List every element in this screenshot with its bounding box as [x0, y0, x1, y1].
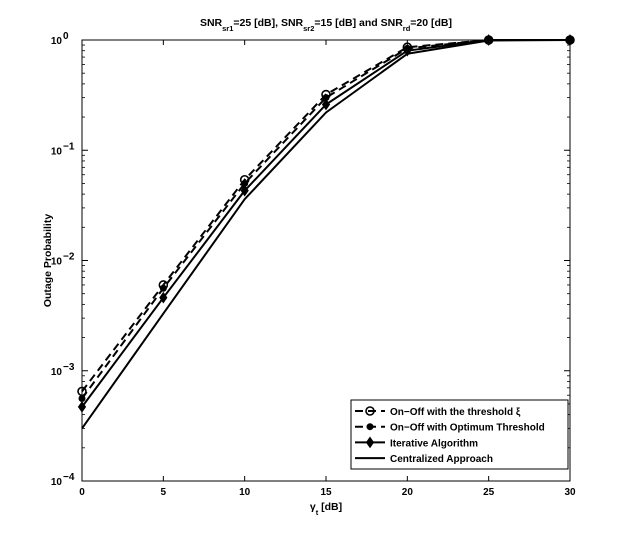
x-tick-label: 30 [564, 487, 576, 498]
legend: On−Off with the threshold ξ On−Off with O… [350, 399, 569, 470]
data-point [159, 284, 167, 292]
legend-label: Centralized Approach [390, 454, 493, 465]
y-tick-label: 10 [51, 146, 63, 157]
legend-label: On−Off with the threshold ξ [390, 407, 521, 418]
plot-frame [81, 39, 571, 482]
x-tick-label: 20 [402, 487, 414, 498]
legend-entry-1: On−Off with the threshold ξ [355, 406, 521, 418]
y-tick-exponent: −2 [63, 252, 75, 263]
legend-label: Iterative Algorithm [390, 438, 478, 449]
data-point [365, 436, 375, 449]
legend-entry-4: Centralized Approach [355, 454, 493, 465]
y-tick-label: 10 [51, 367, 63, 378]
x-tick-label: 5 [161, 487, 167, 498]
y-tick-label: 10 [51, 477, 63, 488]
y-tick-exponent: −3 [63, 362, 75, 373]
y-tick-exponent: −1 [63, 141, 75, 152]
x-tick-label: 10 [239, 487, 251, 498]
x-tick-label: 15 [320, 487, 332, 498]
data-point [366, 423, 374, 431]
y-tick-label: 10 [51, 257, 63, 268]
y-tick-exponent: 0 [63, 31, 69, 42]
x-tick-label: 25 [483, 487, 495, 498]
y-axis-label: Outage Probability [42, 214, 54, 308]
y-tick-label: 10 [51, 36, 63, 47]
legend-entry-2: On−Off with Optimum Threshold [355, 423, 545, 434]
legend-entry-3: Iterative Algorithm [355, 436, 478, 449]
y-tick-exponent: −4 [63, 472, 75, 483]
x-tick-label: 0 [79, 487, 85, 498]
data-point [159, 291, 168, 304]
data-point [365, 406, 375, 416]
legend-box [350, 399, 569, 470]
legend-label: On−Off with Optimum Threshold [390, 423, 545, 434]
data-point [240, 184, 249, 197]
chart-title: SNRsr1=25 [dB], SNRsr2=15 [dB] and SNRrd… [200, 17, 452, 33]
data-point [321, 98, 331, 111]
x-axis-label: γt [dB] [310, 501, 342, 517]
